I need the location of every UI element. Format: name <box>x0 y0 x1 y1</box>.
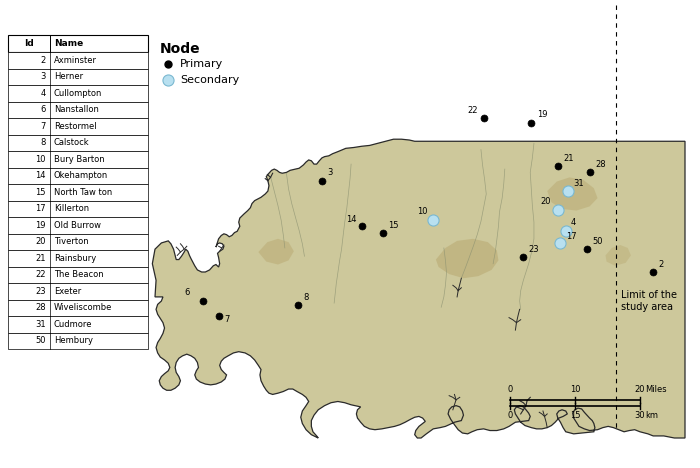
Text: Hembury: Hembury <box>54 336 93 345</box>
Bar <box>8 118 148 134</box>
Text: 10: 10 <box>36 155 46 164</box>
Polygon shape <box>153 139 685 438</box>
Text: North Taw ton: North Taw ton <box>54 188 112 197</box>
Polygon shape <box>547 177 598 211</box>
Text: km: km <box>645 411 658 420</box>
Text: 2: 2 <box>659 260 664 269</box>
Text: 6: 6 <box>41 105 46 114</box>
Text: Primary: Primary <box>180 59 223 69</box>
Polygon shape <box>606 245 631 266</box>
Bar <box>8 332 148 349</box>
Text: Rainsbury: Rainsbury <box>54 254 97 263</box>
Text: 15: 15 <box>570 411 580 420</box>
Text: Killerton: Killerton <box>54 204 89 213</box>
Text: 50: 50 <box>592 237 603 246</box>
Text: Nanstallon: Nanstallon <box>54 105 99 114</box>
Text: 4: 4 <box>571 218 576 227</box>
Text: 8: 8 <box>41 138 46 147</box>
Text: Wiveliscombe: Wiveliscombe <box>54 303 113 312</box>
Text: Name: Name <box>54 39 83 48</box>
Text: 4: 4 <box>41 89 46 98</box>
Bar <box>8 52 148 68</box>
Bar <box>8 184 148 200</box>
Bar <box>8 85 148 102</box>
Text: 0: 0 <box>508 411 512 420</box>
Text: 19: 19 <box>36 221 46 230</box>
Text: Restormel: Restormel <box>54 122 97 131</box>
Text: Axminster: Axminster <box>54 56 97 65</box>
Bar <box>8 102 148 118</box>
Text: 17: 17 <box>566 232 576 241</box>
Text: 0: 0 <box>508 385 512 394</box>
Text: 22: 22 <box>468 106 478 115</box>
Text: Limit of the
study area: Limit of the study area <box>621 290 677 312</box>
Bar <box>8 234 148 250</box>
Text: 31: 31 <box>36 320 46 329</box>
Text: 3: 3 <box>41 72 46 81</box>
Polygon shape <box>258 239 294 264</box>
Text: Calstock: Calstock <box>54 138 90 147</box>
Text: Okehampton: Okehampton <box>54 171 108 180</box>
Bar <box>8 68 148 85</box>
Text: Id: Id <box>24 39 34 48</box>
Text: Secondary: Secondary <box>180 75 239 85</box>
Text: 22: 22 <box>36 270 46 279</box>
Text: 2: 2 <box>41 56 46 65</box>
Text: 21: 21 <box>36 254 46 263</box>
Bar <box>8 316 148 332</box>
Text: 6: 6 <box>184 288 190 297</box>
Text: 28: 28 <box>36 303 46 312</box>
Text: Cullompton: Cullompton <box>54 89 102 98</box>
Text: Miles: Miles <box>645 385 666 394</box>
Text: 20: 20 <box>635 385 645 394</box>
Text: 7: 7 <box>224 315 230 324</box>
Text: Herner: Herner <box>54 72 83 81</box>
Text: Exeter: Exeter <box>54 287 81 296</box>
Bar <box>8 168 148 184</box>
Bar <box>8 151 148 168</box>
Bar <box>8 250 148 266</box>
Text: 50: 50 <box>36 336 46 345</box>
Text: 14: 14 <box>346 215 356 224</box>
Bar <box>8 200 148 217</box>
Bar <box>8 217 148 234</box>
Text: 10: 10 <box>570 385 580 394</box>
Bar <box>8 35 148 52</box>
Text: 31: 31 <box>574 179 584 188</box>
Polygon shape <box>436 239 498 278</box>
Text: 20: 20 <box>541 197 552 206</box>
Text: 15: 15 <box>36 188 46 197</box>
Text: Bury Barton: Bury Barton <box>54 155 104 164</box>
Text: Node: Node <box>160 42 201 56</box>
Bar <box>8 134 148 151</box>
Text: 20: 20 <box>36 237 46 246</box>
Text: 7: 7 <box>41 122 46 131</box>
Text: The Beacon: The Beacon <box>54 270 104 279</box>
Text: 23: 23 <box>528 245 539 254</box>
Bar <box>8 300 148 316</box>
Text: 15: 15 <box>389 221 399 231</box>
Text: 10: 10 <box>417 207 428 216</box>
Text: 14: 14 <box>36 171 46 180</box>
Text: 23: 23 <box>36 287 46 296</box>
Text: Old Burrow: Old Burrow <box>54 221 101 230</box>
Text: Tiverton: Tiverton <box>54 237 89 246</box>
Text: Cudmore: Cudmore <box>54 320 92 329</box>
Text: 8: 8 <box>303 293 309 302</box>
Text: 19: 19 <box>537 110 547 119</box>
Text: 28: 28 <box>595 160 606 169</box>
Text: 17: 17 <box>36 204 46 213</box>
Bar <box>8 266 148 283</box>
Bar <box>8 283 148 300</box>
Text: 30: 30 <box>635 411 645 420</box>
Text: 21: 21 <box>563 154 573 163</box>
Text: 3: 3 <box>328 168 332 177</box>
